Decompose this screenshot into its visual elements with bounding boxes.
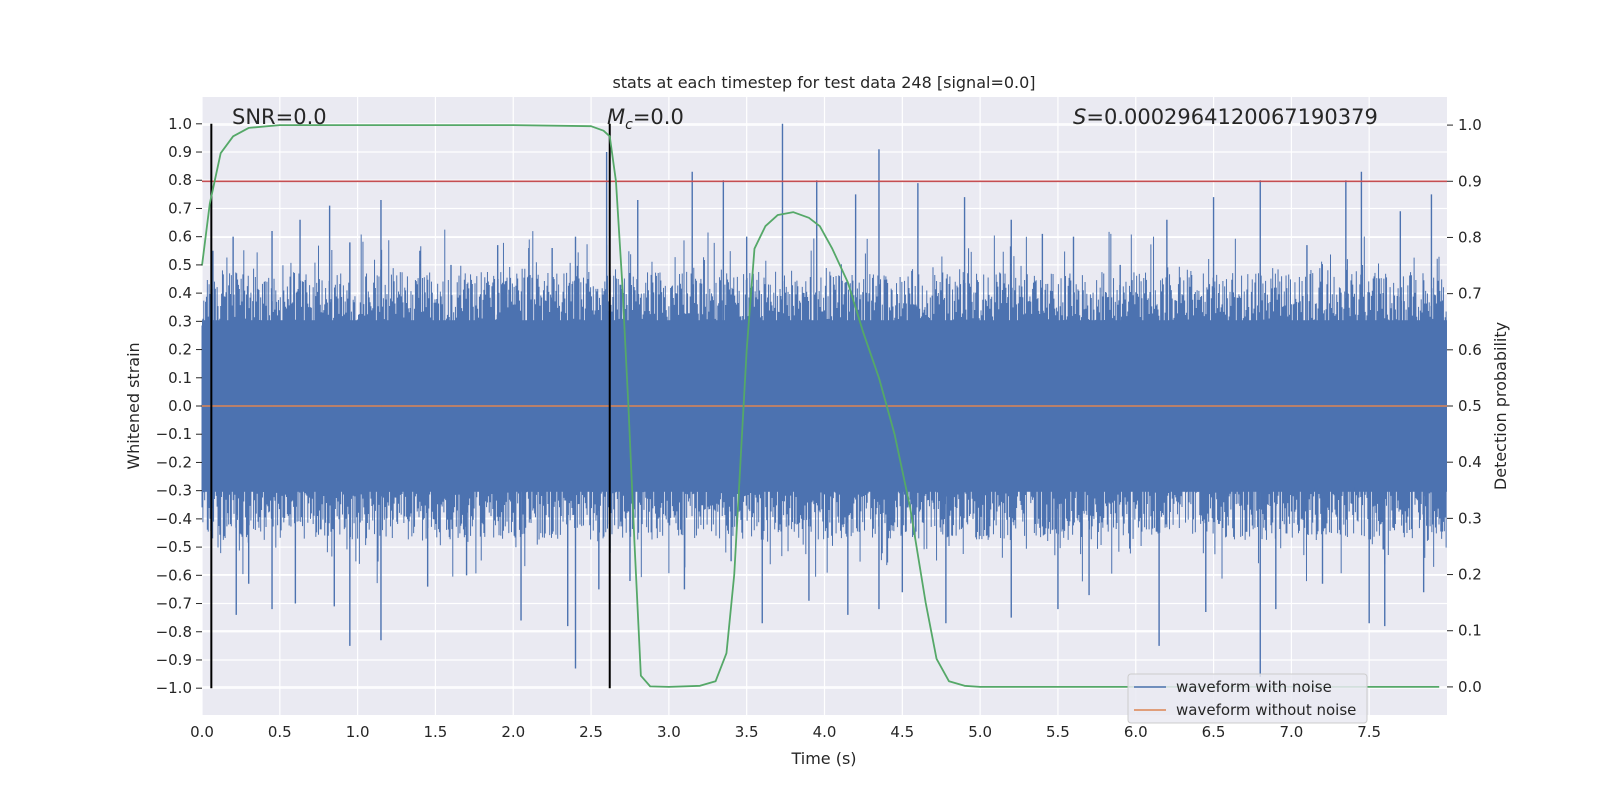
y2-tick-label: 0.8 (1458, 228, 1482, 246)
y-tick-label: 1.0 (168, 115, 192, 133)
x-tick-label: 0.5 (268, 723, 292, 741)
y-tick-label: −0.4 (156, 510, 192, 528)
x-tick-label: 5.0 (968, 723, 992, 741)
y-tick-label: 0.5 (168, 256, 192, 274)
s-value: =0.0002964120067190379 (1086, 105, 1378, 129)
y-tick-label: −0.9 (156, 651, 192, 669)
y-tick-label: −0.8 (156, 623, 192, 641)
y2-tick-label: 0.3 (1458, 509, 1482, 527)
mc-annotation: Mc=0.0 (607, 105, 684, 133)
y2-tick-label: 0.0 (1458, 678, 1482, 696)
y-tick-label: 0.1 (168, 369, 192, 387)
mc-symbol: M (607, 105, 625, 129)
y-tick-label: −0.6 (156, 566, 192, 584)
y-tick-label: −0.3 (156, 482, 192, 500)
y-tick-label: −0.2 (156, 453, 192, 471)
x-tick-label: 6.5 (1202, 723, 1226, 741)
y-tick-label: 0.3 (168, 312, 192, 330)
y2-tick-label: 0.9 (1458, 172, 1482, 190)
y2-tick-label: 1.0 (1458, 116, 1482, 134)
y-tick-label: −1.0 (156, 679, 192, 697)
y-tick-label: 0.0 (168, 397, 192, 415)
x-tick-label: 1.5 (424, 723, 448, 741)
y2-tick-label: 0.6 (1458, 341, 1482, 359)
x-tick-label: 4.0 (813, 723, 837, 741)
x-tick-label: 6.0 (1124, 723, 1148, 741)
y-axis-label: Whitened strain (124, 342, 143, 469)
y2-tick-label: 0.2 (1458, 566, 1482, 584)
x-tick-label: 3.0 (657, 723, 681, 741)
y2-tick-label: 0.7 (1458, 285, 1482, 303)
y-tick-label: 0.8 (168, 171, 192, 189)
s-annotation: S=0.0002964120067190379 (1073, 105, 1378, 129)
legend: waveform with noise waveform without noi… (1127, 673, 1368, 724)
overlay-lines (201, 123, 1447, 689)
x-tick-label: 4.5 (890, 723, 914, 741)
y-tick-label: 0.7 (168, 199, 192, 217)
y-tick-label: −0.7 (156, 595, 192, 613)
mc-value: =0.0 (633, 105, 684, 129)
legend-label-with-noise: waveform with noise (1176, 678, 1332, 696)
y2-tick-label: 0.1 (1458, 622, 1482, 640)
x-axis-label: Time (s) (790, 749, 856, 768)
x-tick-label: 0.0 (190, 723, 214, 741)
y-tick-label: −0.5 (156, 538, 192, 556)
y2-tick-label: 0.4 (1458, 453, 1482, 471)
x-tick-label: 2.0 (501, 723, 525, 741)
y-tick-label: −0.1 (156, 425, 192, 443)
tick-labels: 0.0 0.5 1.0 1.5 2.0 2.5 3.0 3.5 4.0 4.5 5.0 5.5 6.0 6… (156, 115, 1482, 741)
detection-probability-line (201, 124, 1440, 688)
legend-box (1127, 673, 1368, 724)
x-tick-label: 5.5 (1046, 723, 1070, 741)
x-tick-label: 2.5 (579, 723, 603, 741)
x-tick-label: 3.5 (735, 723, 759, 741)
y-tick-label: 0.2 (168, 341, 192, 359)
x-tick-label: 7.5 (1357, 723, 1381, 741)
y-tick-label: 0.9 (168, 143, 192, 161)
y2-tick-label: 0.5 (1458, 397, 1482, 415)
s-symbol: S (1073, 105, 1086, 129)
y-tick-label: 0.4 (168, 284, 192, 302)
x-tick-label: 1.0 (346, 723, 370, 741)
x-tick-label: 7.0 (1279, 723, 1303, 741)
snr-annotation: SNR=0.0 (232, 105, 327, 129)
chart-title: stats at each timestep for test data 248… (612, 73, 1035, 92)
legend-label-without-noise: waveform without noise (1176, 701, 1356, 719)
mc-subscript: c (625, 117, 633, 133)
y-tick-label: 0.6 (168, 228, 192, 246)
y2-axis-label: Detection probability (1491, 322, 1510, 490)
